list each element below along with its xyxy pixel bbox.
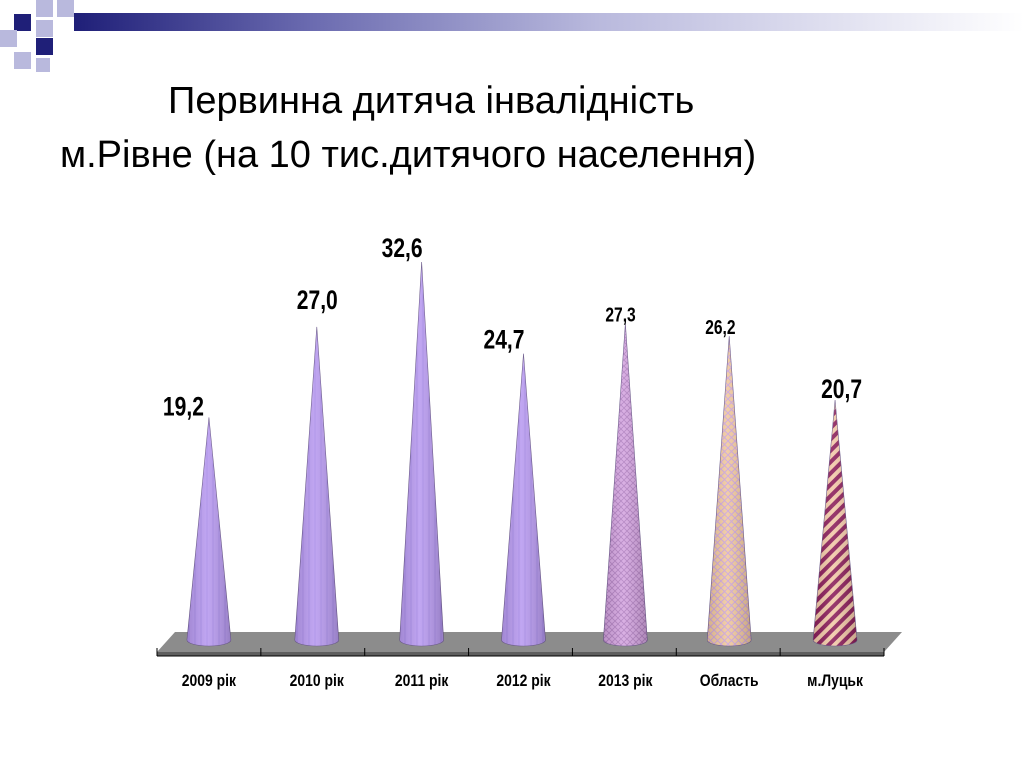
cone-shade xyxy=(603,323,648,646)
cone-bar xyxy=(603,323,648,647)
cone-shade xyxy=(501,353,546,646)
cone-shade xyxy=(294,326,339,646)
category-label: 2012 рік xyxy=(496,672,550,691)
data-label: 32,6 xyxy=(382,234,423,264)
cone-bar xyxy=(294,326,340,647)
cone-bar xyxy=(186,417,232,647)
decor-square xyxy=(14,14,31,31)
category-label: Область xyxy=(700,672,759,691)
category-label: м.Луцьк xyxy=(807,672,863,691)
decor-square xyxy=(36,0,53,17)
decor-square xyxy=(36,58,50,72)
category-label: 2009 рік xyxy=(182,672,236,691)
title-line-1: Первинна дитяча інвалідність xyxy=(168,80,695,122)
category-label: 2011 рік xyxy=(395,672,449,691)
cone-shade xyxy=(186,417,231,646)
data-label: 26,2 xyxy=(705,316,735,338)
decor-square xyxy=(36,20,53,37)
cone-bar xyxy=(812,399,858,647)
category-label: 2010 рік xyxy=(290,672,344,691)
cone-shade xyxy=(399,262,444,646)
title-line-2: м.Рівне (на 10 тис.дитячого населення) xyxy=(60,134,757,176)
decor-square xyxy=(14,52,31,69)
cone-shade xyxy=(813,399,858,646)
cone-shade xyxy=(707,336,752,646)
category-label: 2013 рік xyxy=(598,672,652,691)
cone-bar xyxy=(501,353,546,647)
data-label: 27,3 xyxy=(605,304,635,326)
chart-floor-edge xyxy=(157,652,884,656)
decor-square xyxy=(57,0,74,17)
data-label: 20,7 xyxy=(821,375,862,405)
data-label: 24,7 xyxy=(484,325,525,355)
cone-bar xyxy=(399,261,444,647)
decor-square xyxy=(0,30,17,47)
data-label: 27,0 xyxy=(297,286,338,316)
data-label: 19,2 xyxy=(163,392,204,422)
header-gradient-bar xyxy=(74,13,1024,31)
cone-bar xyxy=(706,336,752,647)
decor-square xyxy=(36,38,53,55)
